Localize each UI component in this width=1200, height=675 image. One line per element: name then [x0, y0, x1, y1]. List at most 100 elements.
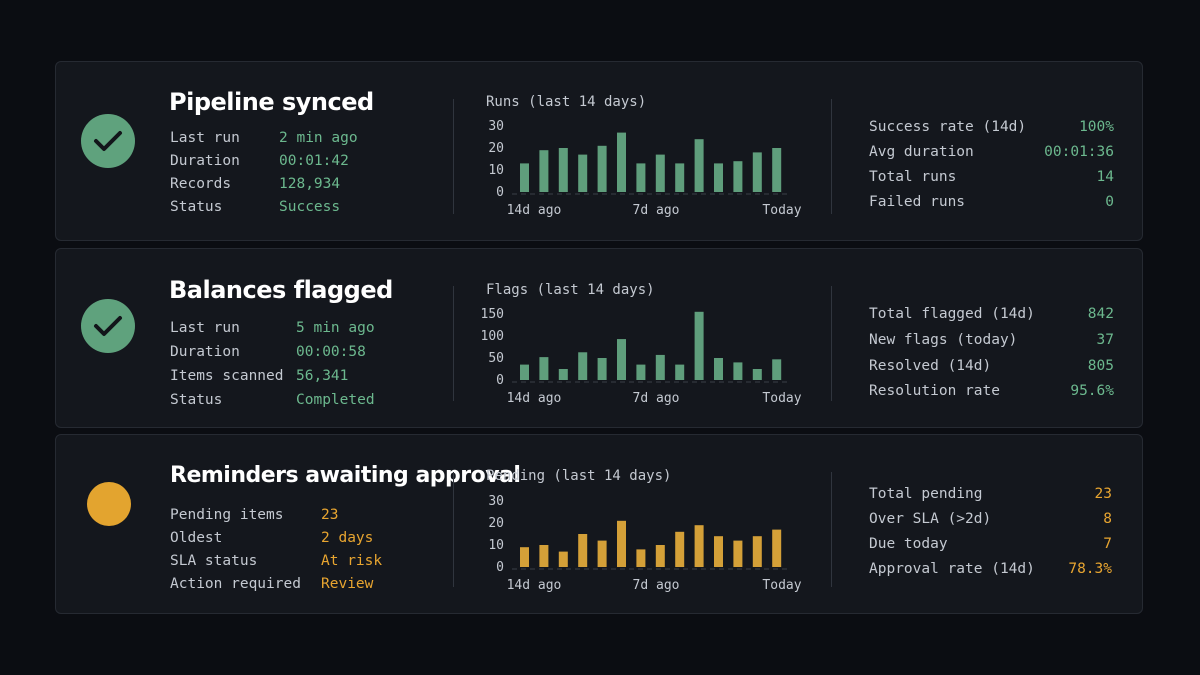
stat-value: 100%: [1079, 119, 1114, 135]
detail-value: 23: [321, 507, 339, 523]
chart-bar: [578, 534, 588, 567]
chart-bar: [539, 150, 549, 192]
chart-bar: [694, 525, 704, 567]
stat-row: Resolution rate 95.6%: [869, 381, 1114, 401]
chart-bar: [578, 154, 588, 192]
flags-bar-chart: 0 50 100 150 14d ago 7d ago Today: [481, 307, 802, 406]
chart-bar: [772, 359, 782, 380]
chart-bar: [539, 357, 549, 380]
chart-bar: [655, 154, 665, 192]
detail-value: 2 days: [321, 530, 374, 546]
detail-label: SLA status: [170, 553, 258, 569]
chart-bar: [655, 354, 665, 380]
y-tick-label: 100: [481, 329, 504, 344]
y-tick-label: 10: [488, 538, 504, 553]
y-tick-label: 50: [488, 351, 504, 366]
stat-row: Avg duration 00:01:36: [869, 142, 1114, 162]
chart-bar: [558, 551, 568, 567]
stat-value: 8: [1103, 511, 1112, 527]
chart-bar: [772, 529, 782, 567]
detail-label: Last run: [170, 130, 240, 146]
chart-bar: [520, 163, 529, 192]
detail-label: Records: [170, 176, 232, 192]
card-title: Balances flagged: [169, 276, 393, 304]
chart-bar: [617, 132, 626, 192]
stat-value: 842: [1087, 306, 1114, 322]
stat-row: Success rate (14d) 100%: [869, 117, 1114, 137]
detail-value: 128,934: [279, 176, 341, 192]
x-tick-label: 7d ago: [633, 578, 680, 593]
chart-bar: [636, 549, 646, 567]
detail-label: Items scanned: [170, 368, 284, 384]
card-title: Pipeline synced: [169, 88, 374, 116]
check-icon: [94, 316, 122, 336]
stat-value: 14: [1096, 169, 1114, 185]
x-tick-label: 7d ago: [633, 391, 680, 406]
runs-bar-chart: 0 10 20 30 14d ago 7d ago Today: [488, 119, 801, 218]
detail-label: Duration: [170, 153, 240, 169]
chart-bar: [694, 139, 704, 192]
stat-row: Approval rate (14d) 78.3%: [869, 559, 1112, 579]
stat-label: Resolved (14d): [869, 358, 992, 374]
chart-bar: [772, 148, 782, 192]
chart-bar: [520, 547, 529, 567]
divider: [453, 99, 454, 214]
pending-bar-chart: 0 10 20 30 14d ago 7d ago Today: [488, 494, 801, 593]
chart-bar: [597, 145, 607, 192]
chart-bar: [714, 163, 723, 192]
stat-value: 0: [1105, 194, 1114, 210]
detail-value: 5 min ago: [296, 320, 375, 336]
chart-bar: [675, 364, 685, 380]
chart-bar: [733, 540, 743, 567]
detail-value: Review: [321, 576, 374, 592]
stat-value: 78.3%: [1068, 561, 1112, 577]
x-tick-label: 7d ago: [633, 203, 680, 218]
chart-bar: [694, 311, 704, 380]
stat-value: 37: [1096, 332, 1114, 348]
divider: [453, 472, 454, 587]
chart-bar: [520, 364, 529, 380]
chart-bar: [539, 545, 549, 567]
status-icon-success: [81, 299, 135, 353]
detail-label: Pending items: [170, 507, 284, 523]
chart-bar: [675, 163, 685, 192]
detail-label: Last run: [170, 320, 240, 336]
stat-label: Success rate (14d): [869, 119, 1027, 135]
stat-row: Resolved (14d) 805: [869, 356, 1114, 376]
stat-value: 7: [1103, 536, 1112, 552]
chart-bar: [675, 531, 685, 567]
y-tick-label: 150: [481, 307, 504, 322]
y-tick-label: 30: [488, 119, 504, 134]
detail-value: At risk: [321, 553, 383, 569]
stat-label: Avg duration: [869, 144, 974, 160]
detail-label: Duration: [170, 344, 240, 360]
chart-bar: [558, 148, 568, 192]
chart-bar: [655, 545, 665, 567]
detail-label: Status: [170, 199, 223, 215]
chart-title: Flags (last 14 days): [486, 282, 655, 298]
stat-value: 23: [1094, 486, 1112, 502]
check-icon: [94, 131, 122, 151]
detail-value: 00:01:42: [279, 153, 349, 169]
stat-value: 805: [1087, 358, 1114, 374]
stat-row: Due today 7: [869, 534, 1112, 554]
detail-value: Completed: [296, 392, 375, 408]
x-tick-label: Today: [762, 391, 801, 406]
stat-label: Approval rate (14d): [869, 561, 1035, 577]
chart-bar: [636, 364, 646, 380]
chart-bar: [578, 352, 588, 380]
status-icon-success: [81, 114, 135, 168]
chart-bar: [714, 358, 723, 380]
chart-bar: [617, 520, 626, 567]
pending-dot-icon: [87, 482, 131, 526]
x-tick-label: 14d ago: [507, 203, 562, 218]
chart-bar: [733, 362, 743, 380]
chart-bar: [597, 540, 607, 567]
divider: [453, 286, 454, 401]
chart-title: Runs (last 14 days): [486, 94, 647, 110]
chart-bar: [714, 536, 723, 567]
detail-value: 2 min ago: [279, 130, 358, 146]
divider: [831, 472, 832, 587]
y-tick-label: 0: [496, 373, 504, 388]
stat-row: Failed runs 0: [869, 192, 1114, 212]
